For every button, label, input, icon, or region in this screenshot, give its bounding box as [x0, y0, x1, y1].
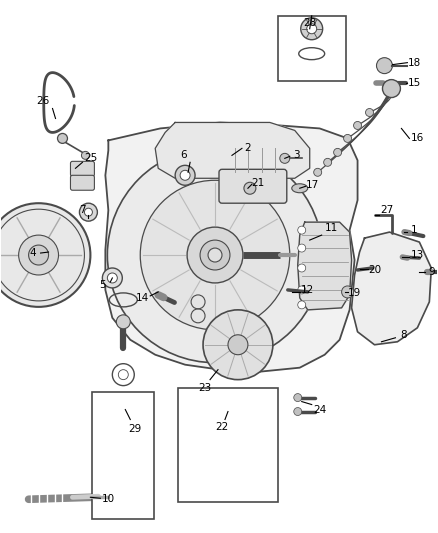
Circle shape	[180, 171, 190, 180]
Circle shape	[79, 203, 97, 221]
Polygon shape	[155, 123, 310, 178]
Circle shape	[57, 133, 67, 143]
Text: 3: 3	[293, 150, 300, 160]
Circle shape	[314, 168, 321, 176]
Text: 13: 13	[411, 250, 424, 260]
Text: 26: 26	[36, 95, 49, 106]
Circle shape	[280, 154, 290, 163]
Bar	[92, 392, 154, 519]
Circle shape	[187, 227, 243, 283]
Text: 27: 27	[380, 205, 393, 215]
Text: 24: 24	[313, 405, 326, 415]
Polygon shape	[298, 222, 352, 310]
Text: 12: 12	[301, 285, 314, 295]
Text: 11: 11	[325, 223, 338, 233]
Circle shape	[301, 18, 323, 40]
Polygon shape	[352, 232, 431, 345]
Text: 8: 8	[400, 330, 407, 340]
Text: 4: 4	[29, 248, 36, 258]
Circle shape	[107, 273, 117, 283]
Text: 14: 14	[136, 293, 149, 303]
Circle shape	[382, 79, 400, 98]
Text: 6: 6	[180, 150, 187, 160]
Text: 21: 21	[251, 178, 265, 188]
Text: 17: 17	[306, 180, 319, 190]
FancyBboxPatch shape	[71, 161, 95, 176]
Circle shape	[81, 151, 89, 159]
Circle shape	[334, 148, 342, 156]
Circle shape	[118, 370, 128, 379]
Circle shape	[353, 122, 361, 130]
Circle shape	[294, 408, 302, 416]
Circle shape	[228, 335, 248, 355]
Circle shape	[244, 182, 256, 194]
Text: 23: 23	[198, 383, 212, 393]
Text: 15: 15	[408, 78, 421, 87]
Text: 9: 9	[428, 267, 434, 277]
Circle shape	[342, 286, 353, 298]
Circle shape	[298, 264, 306, 272]
Circle shape	[175, 165, 195, 185]
Circle shape	[0, 203, 90, 307]
Circle shape	[200, 240, 230, 270]
Circle shape	[117, 315, 130, 329]
Text: 25: 25	[84, 154, 97, 163]
Circle shape	[307, 24, 317, 34]
Circle shape	[85, 208, 92, 216]
Text: 1: 1	[411, 225, 418, 235]
Polygon shape	[106, 123, 357, 372]
Circle shape	[102, 268, 122, 288]
Text: 19: 19	[348, 288, 361, 298]
Circle shape	[366, 109, 374, 117]
Ellipse shape	[292, 184, 308, 193]
Text: 22: 22	[215, 423, 229, 432]
Circle shape	[208, 248, 222, 262]
Circle shape	[298, 244, 306, 252]
Bar	[178, 387, 278, 502]
Circle shape	[203, 310, 273, 379]
Circle shape	[140, 180, 290, 330]
Circle shape	[298, 226, 306, 234]
Circle shape	[107, 148, 323, 362]
Text: 2: 2	[244, 143, 251, 154]
Text: 28: 28	[303, 18, 316, 28]
Text: 29: 29	[129, 424, 142, 434]
FancyBboxPatch shape	[219, 169, 287, 203]
Circle shape	[294, 393, 302, 401]
Text: 7: 7	[79, 205, 86, 215]
Circle shape	[324, 158, 332, 166]
Circle shape	[377, 58, 392, 74]
FancyBboxPatch shape	[71, 175, 95, 190]
Text: 18: 18	[408, 58, 421, 68]
Text: 20: 20	[368, 265, 381, 275]
Circle shape	[298, 301, 306, 309]
Circle shape	[19, 235, 59, 275]
Circle shape	[28, 245, 49, 265]
Text: 5: 5	[99, 280, 106, 290]
Text: 16: 16	[411, 133, 424, 143]
Circle shape	[298, 286, 306, 294]
Circle shape	[343, 134, 352, 142]
Bar	[278, 16, 346, 80]
Text: 10: 10	[102, 494, 115, 504]
